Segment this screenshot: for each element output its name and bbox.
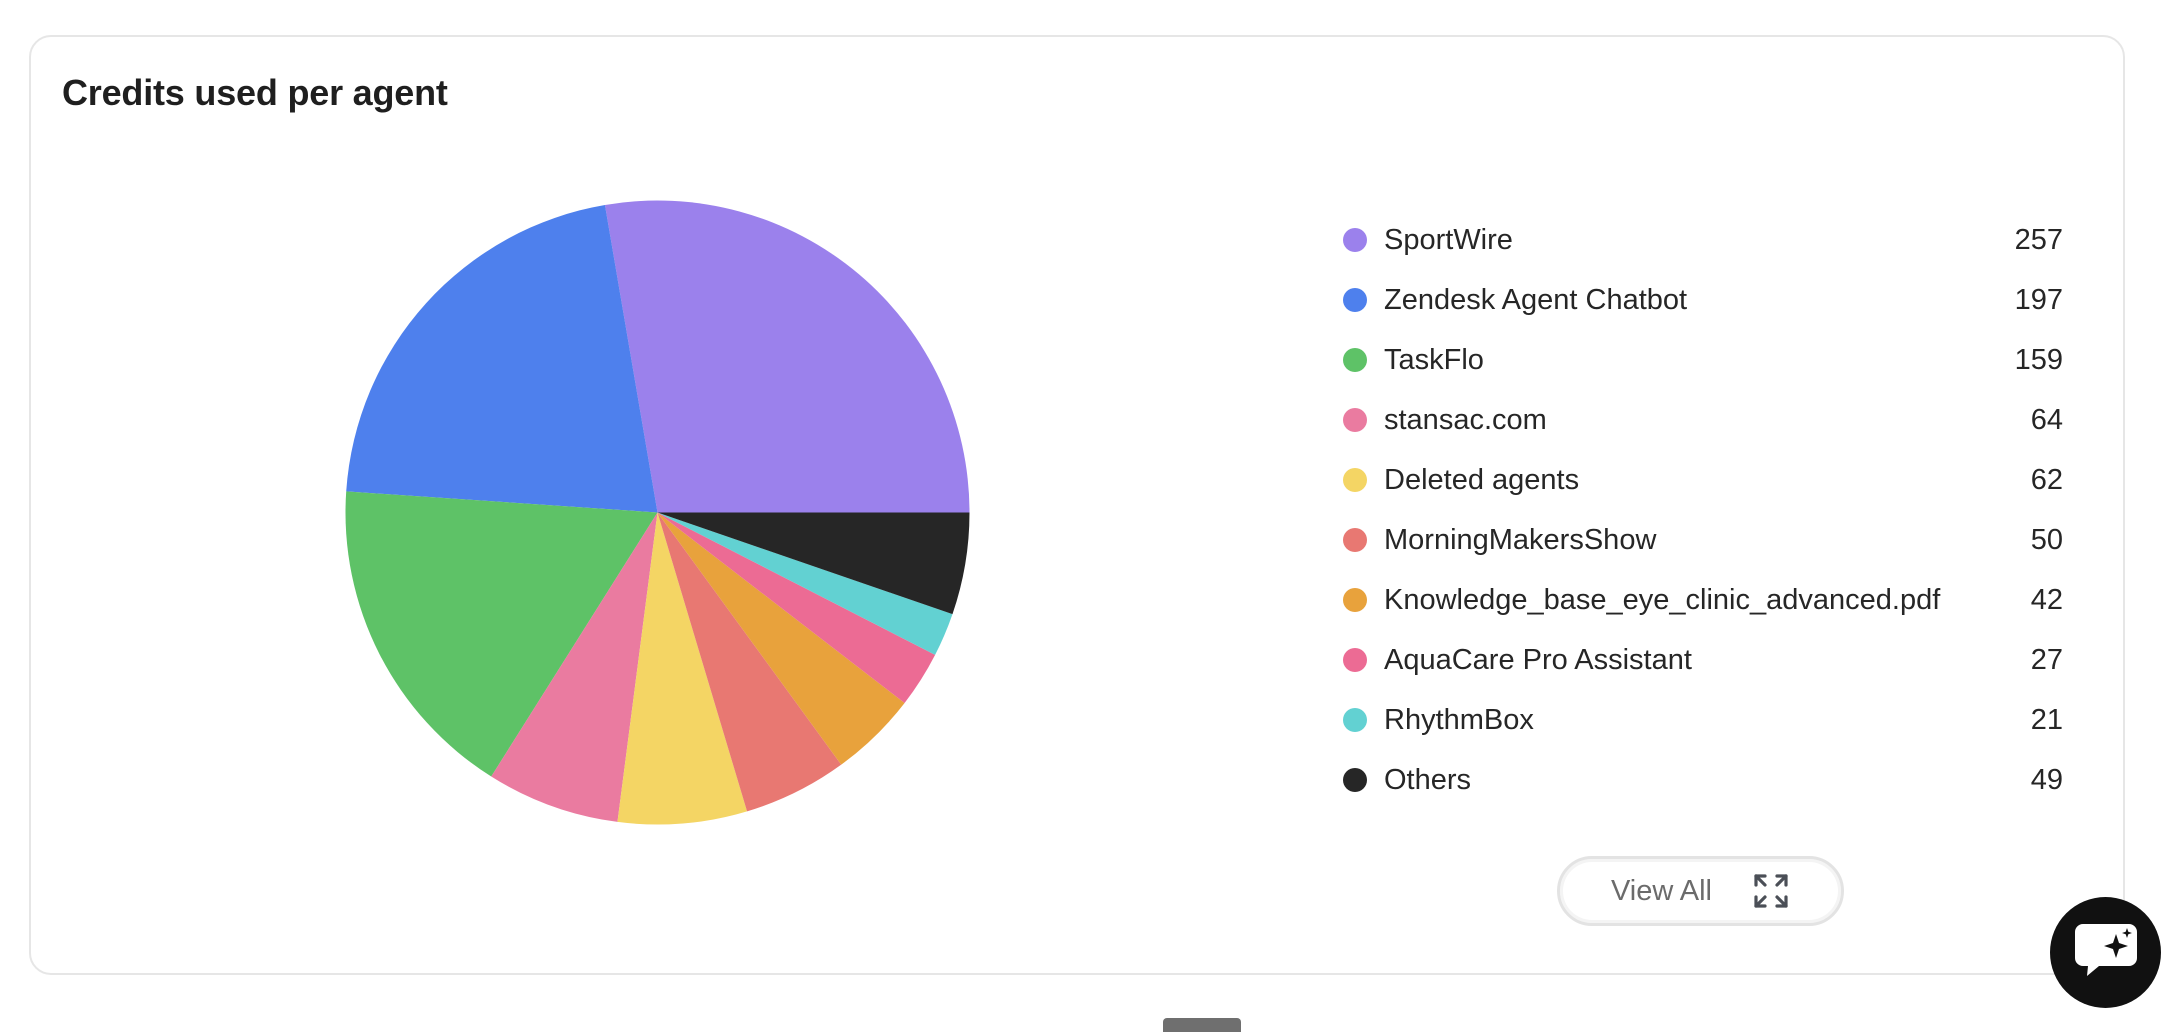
legend-color-dot xyxy=(1343,528,1367,552)
legend-item[interactable]: stansac.com 64 xyxy=(1343,390,2063,450)
chat-button[interactable] xyxy=(2050,897,2161,1008)
legend-value: 62 xyxy=(2030,463,2063,496)
legend-color-dot xyxy=(1343,468,1367,492)
view-all-button[interactable]: View All xyxy=(1557,856,1844,926)
legend-value: 50 xyxy=(2030,523,2063,556)
legend-color-dot xyxy=(1343,348,1367,372)
chart-legend: SportWire 257 Zendesk Agent Chatbot 197 Task… xyxy=(1343,210,2063,810)
pie-slice-aquacare-pro-assistant[interactable] xyxy=(657,512,936,703)
pie-slice-deleted-agents[interactable] xyxy=(617,512,748,825)
legend-label: RhythmBox xyxy=(1384,703,1534,736)
legend-label: Others xyxy=(1384,763,1472,796)
view-all-label: View All xyxy=(1610,874,1713,907)
bottom-scroll-tab[interactable] xyxy=(1163,1018,1241,1032)
legend-color-dot xyxy=(1343,408,1367,432)
legend-value: 197 xyxy=(2014,283,2063,316)
legend-value: 21 xyxy=(2030,703,2063,736)
legend-label: MorningMakersShow xyxy=(1384,523,1657,556)
legend-value: 42 xyxy=(2030,583,2063,616)
legend-label: Knowledge_base_eye_clinic_advanced.pdf xyxy=(1384,583,1941,616)
pie-chart xyxy=(345,200,970,825)
card-title: Credits used per agent xyxy=(62,72,448,113)
legend-color-dot xyxy=(1343,768,1367,792)
legend-item[interactable]: Deleted agents 62 xyxy=(1343,450,2063,510)
legend-color-dot xyxy=(1343,288,1367,312)
legend-label: Deleted agents xyxy=(1384,463,1580,496)
pie-slice-rhythmbox[interactable] xyxy=(657,512,953,655)
legend-color-dot xyxy=(1343,648,1367,672)
legend-label: Zendesk Agent Chatbot xyxy=(1384,283,1688,316)
legend-item[interactable]: SportWire 257 xyxy=(1343,210,2063,270)
legend-value: 49 xyxy=(2030,763,2063,796)
legend-color-dot xyxy=(1343,708,1367,732)
pie-slice-others[interactable] xyxy=(657,512,970,615)
legend-item[interactable]: RhythmBox 21 xyxy=(1343,690,2063,750)
legend-label: SportWire xyxy=(1384,223,1513,256)
legend-label: AquaCare Pro Assistant xyxy=(1384,643,1692,676)
legend-label: TaskFlo xyxy=(1384,343,1484,376)
legend-item[interactable]: Knowledge_base_eye_clinic_advanced.pdf 42 xyxy=(1343,570,2063,630)
pie-slice-knowledge-base-eye-clinic-advanced-pdf[interactable] xyxy=(657,512,905,765)
pie-slice-zendesk-agent-chatbot[interactable] xyxy=(346,204,658,513)
pie-slice-morningmakersshow[interactable] xyxy=(657,512,842,812)
legend-item[interactable]: AquaCare Pro Assistant 27 xyxy=(1343,630,2063,690)
legend-label: stansac.com xyxy=(1384,403,1547,436)
chat-sparkle-icon xyxy=(2073,920,2139,985)
legend-value: 27 xyxy=(2030,643,2063,676)
pie-slice-sportwire[interactable] xyxy=(604,200,970,513)
expand-icon xyxy=(1752,872,1790,910)
legend-value: 257 xyxy=(2014,223,2063,256)
pie-slice-taskflo[interactable] xyxy=(345,491,658,777)
legend-color-dot xyxy=(1343,228,1367,252)
legend-item[interactable]: Others 49 xyxy=(1343,750,2063,810)
legend-item[interactable]: MorningMakersShow 50 xyxy=(1343,510,2063,570)
legend-color-dot xyxy=(1343,588,1367,612)
legend-item[interactable]: Zendesk Agent Chatbot 197 xyxy=(1343,270,2063,330)
legend-value: 64 xyxy=(2030,403,2063,436)
legend-value: 159 xyxy=(2014,343,2063,376)
pie-slice-stansac-com[interactable] xyxy=(491,512,658,822)
legend-item[interactable]: TaskFlo 159 xyxy=(1343,330,2063,390)
